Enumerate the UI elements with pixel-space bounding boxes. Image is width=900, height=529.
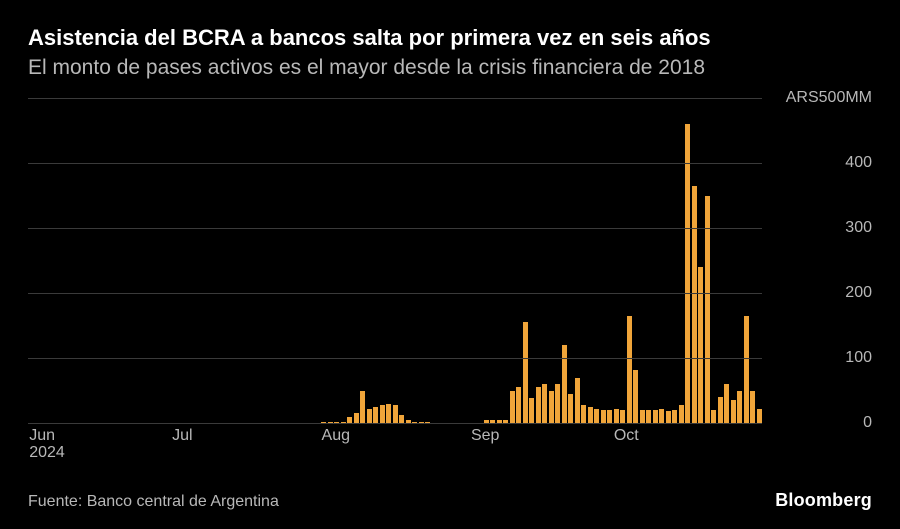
y-axis-label: 400 [768, 154, 872, 172]
bars-container [28, 98, 762, 423]
x-axis-label-subtext: 2024 [29, 444, 65, 462]
bar [705, 196, 710, 424]
x-axis-label: Aug [322, 427, 350, 445]
bar [367, 409, 372, 423]
bar [380, 405, 385, 423]
chart-title: Asistencia del BCRA a bancos salta por p… [28, 24, 872, 52]
bar [529, 398, 534, 423]
chart-card: Asistencia del BCRA a bancos salta por p… [0, 0, 900, 529]
x-axis-label-text: Aug [322, 427, 350, 444]
gridline [28, 293, 762, 294]
bar [555, 384, 560, 423]
bar [354, 413, 359, 423]
bar [594, 409, 599, 423]
y-axis-label: 100 [768, 349, 872, 367]
bar [607, 410, 612, 423]
plot-area [28, 98, 762, 423]
bar [581, 405, 586, 423]
bar [653, 410, 658, 423]
x-axis-label-text: Jul [172, 427, 192, 444]
bar [757, 409, 762, 423]
x-axis-label: Sep [471, 427, 499, 445]
bar [672, 410, 677, 423]
bar [640, 410, 645, 423]
gridline [28, 358, 762, 359]
y-axis-label: 0 [768, 414, 872, 432]
bar [737, 391, 742, 424]
gridline [28, 228, 762, 229]
bar [692, 186, 697, 423]
x-axis-label: Oct [614, 427, 639, 445]
bar [549, 391, 554, 424]
bar [386, 404, 391, 424]
x-axis-label-text: Sep [471, 427, 499, 444]
bar [360, 391, 365, 424]
bar [542, 384, 547, 423]
gridline [28, 98, 762, 99]
brand-label: Bloomberg [775, 490, 872, 511]
bar [646, 410, 651, 423]
bar [562, 345, 567, 423]
bar [731, 400, 736, 423]
bar [750, 391, 755, 424]
bar [659, 409, 664, 423]
y-axis-label: 300 [768, 219, 872, 237]
bar [744, 316, 749, 423]
gridline [28, 163, 762, 164]
bar [510, 391, 515, 424]
chart-subtitle: El monto de pases activos es el mayor de… [28, 54, 872, 81]
bar [614, 409, 619, 423]
chart-area: Jun2024JulAugSepOct ARS500MM400300200100… [28, 98, 872, 467]
bar [399, 415, 404, 423]
x-axis-label-text: Jun [29, 427, 55, 444]
bar [575, 378, 580, 424]
bar [711, 410, 716, 423]
bar [627, 316, 632, 423]
bar [601, 410, 606, 423]
x-axis-labels: Jun2024 Jul Aug Sep Oct [28, 423, 762, 467]
bar [620, 410, 625, 423]
bar [588, 407, 593, 423]
bar [698, 267, 703, 423]
y-axis-label: 200 [768, 284, 872, 302]
bar [724, 384, 729, 423]
x-axis-label-text: Oct [614, 427, 639, 444]
bar [679, 405, 684, 423]
source-text: Fuente: Banco central de Argentina [28, 493, 279, 511]
bar [633, 370, 638, 423]
footer: Fuente: Banco central de Argentina Bloom… [28, 490, 872, 511]
bar [718, 397, 723, 423]
bar [373, 407, 378, 423]
bar [523, 322, 528, 423]
bar [516, 387, 521, 423]
bar [393, 405, 398, 423]
x-axis-label: Jun2024 [29, 427, 65, 462]
bar [568, 394, 573, 423]
bar [666, 411, 671, 423]
bar [536, 387, 541, 423]
y-axis-label: ARS500MM [768, 89, 872, 107]
bar [685, 124, 690, 423]
x-axis-label: Jul [172, 427, 192, 445]
